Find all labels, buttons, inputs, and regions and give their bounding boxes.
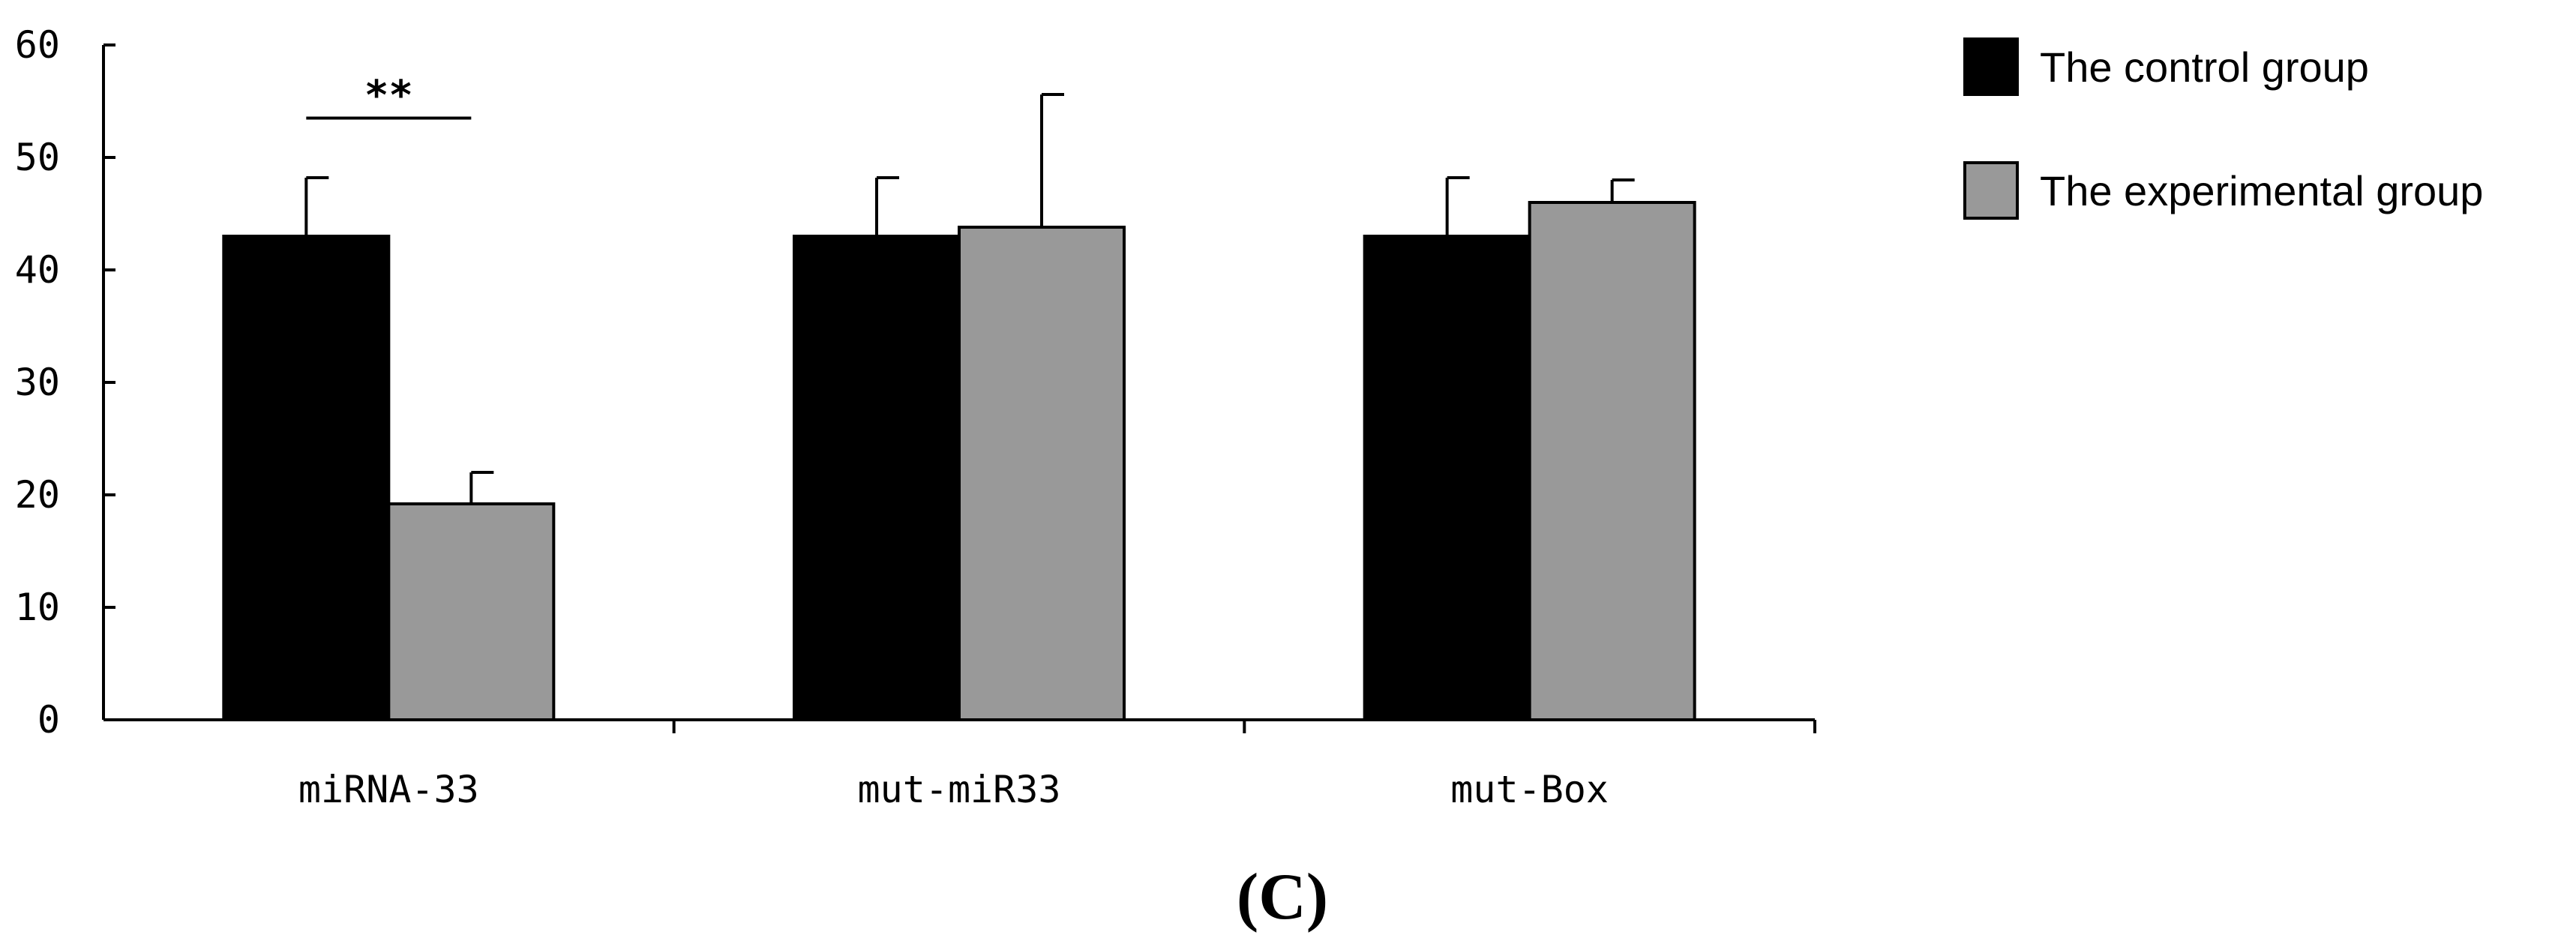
panel-label: (C) [1237,861,1328,934]
y-tick-label: 50 [15,136,60,179]
bar-control [1363,235,1531,721]
y-axis-ticks: 0 10 20 30 40 50 60 [15,23,115,742]
x-axis-labels: miRNA-33 mut-miR33 mut-Box [298,768,1609,811]
x-category-label: mut-miR33 [858,768,1061,811]
y-tick-label: 60 [15,23,60,67]
legend-label-experimental: The experimental group [2040,167,2483,214]
legend-swatch-experimental [1963,161,2019,220]
y-tick-label: 40 [15,248,60,292]
bar-experimental [958,226,1126,721]
significance-annotation: ** [306,72,472,120]
x-category-label: mut-Box [1450,768,1609,811]
significance-stars: ** [364,72,413,119]
y-tick-label: 30 [15,361,60,404]
y-tick-label: 20 [15,473,60,517]
x-category-label: miRNA-33 [298,768,479,811]
chart-legend: The control group The experimental group [1963,37,2483,220]
legend-label-control: The control group [2040,43,2369,91]
y-tick-label: 10 [15,586,60,629]
legend-swatch-control [1963,37,2019,96]
bar-experimental [1528,201,1696,721]
y-tick-label: 0 [37,698,60,742]
bar-experimental [387,502,556,721]
error-bars-group [304,93,1635,504]
bar-control [793,235,961,721]
bar-control [222,235,391,721]
bars-group [222,201,1696,721]
